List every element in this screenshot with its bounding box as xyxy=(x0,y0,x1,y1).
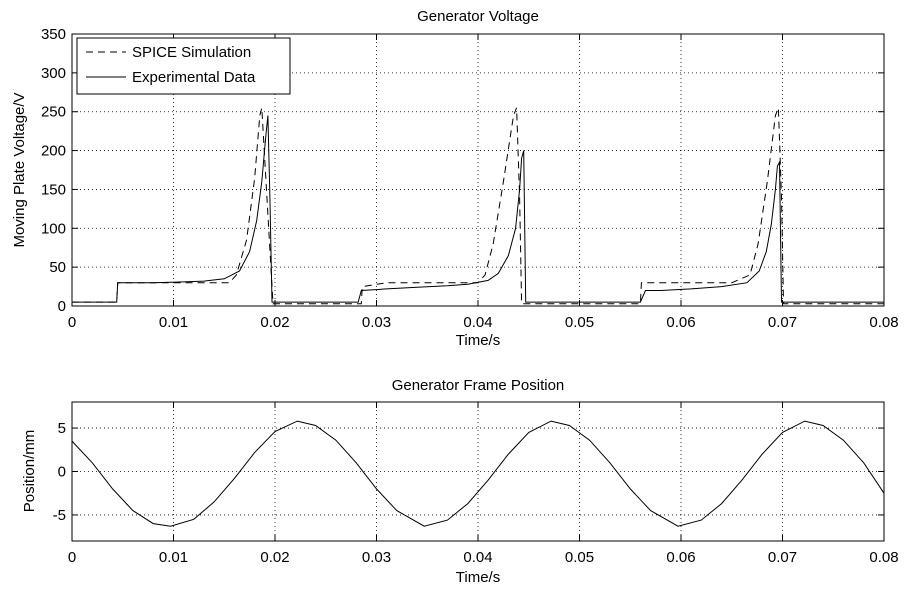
y-tick-label: 5 xyxy=(58,420,66,437)
x-tick-label: 0.04 xyxy=(463,549,492,566)
position-chart: Generator Frame Position 0 0.01 0.02 0.03 0.… xyxy=(21,377,899,586)
y-tick-label: -5 xyxy=(53,507,66,524)
position-chart-series xyxy=(71,420,885,527)
x-tick-label: 0.02 xyxy=(260,549,289,566)
y-tick-label: 200 xyxy=(41,143,66,160)
x-tick-label: 0.03 xyxy=(362,314,391,331)
x-tick-label: 0 xyxy=(68,549,76,566)
y-tick-label: 250 xyxy=(41,104,66,121)
x-tick-label: 0.07 xyxy=(768,549,797,566)
voltage-chart-title: Generator Voltage xyxy=(417,8,539,25)
position-chart-frame xyxy=(71,401,885,542)
x-tick-label: 0.04 xyxy=(463,314,492,331)
x-tick-label: 0.06 xyxy=(666,314,695,331)
x-tick-label: 0.08 xyxy=(869,549,898,566)
x-tick-label: 0.01 xyxy=(159,549,188,566)
x-tick-label: 0.01 xyxy=(159,314,188,331)
position-chart-ticks: 0 0.01 0.02 0.03 0.04 0.05 0.06 0.07 0.08 -5 0 5 xyxy=(53,402,899,566)
x-tick-label: 0.07 xyxy=(768,314,797,331)
position-chart-title: Generator Frame Position xyxy=(392,377,565,394)
y-tick-label: 150 xyxy=(41,181,66,198)
position-chart-xlabel: Time/s xyxy=(456,569,500,586)
voltage-chart-frame xyxy=(71,33,885,307)
x-tick-label: 0.05 xyxy=(565,314,594,331)
spice-simulation-line xyxy=(72,107,884,305)
voltage-chart-ylabel: Moving Plate Voltage/V xyxy=(11,92,28,247)
legend-sim-label: SPICE Simulation xyxy=(132,44,251,61)
y-tick-label: 0 xyxy=(58,464,66,481)
x-tick-label: 0.05 xyxy=(565,549,594,566)
x-tick-label: 0.08 xyxy=(869,314,898,331)
position-chart-grid xyxy=(72,402,884,541)
y-tick-label: 300 xyxy=(41,65,66,82)
y-tick-label: 0 xyxy=(58,298,66,315)
position-chart-ylabel: Position/mm xyxy=(21,430,38,513)
x-tick-label: 0.02 xyxy=(260,314,289,331)
voltage-chart-series xyxy=(72,107,884,305)
x-tick-label: 0 xyxy=(68,314,76,331)
legend-exp-label: Experimental Data xyxy=(132,69,256,86)
y-tick-label: 100 xyxy=(41,220,66,237)
voltage-chart-ticks: 0 0.01 0.02 0.03 0.04 0.05 0.06 0.07 0.08 0 50 100 1… xyxy=(41,26,899,331)
y-tick-label: 50 xyxy=(49,259,66,276)
experimental-data-line xyxy=(72,115,884,303)
voltage-chart-grid xyxy=(72,34,884,306)
x-tick-label: 0.06 xyxy=(666,549,695,566)
y-tick-label: 350 xyxy=(41,26,66,43)
voltage-chart: Generator Voltage 0 0.01 0.02 0.03 0.04 0.05 0… xyxy=(11,8,899,349)
position-line xyxy=(71,420,885,527)
voltage-chart-xlabel: Time/s xyxy=(456,332,500,349)
x-tick-label: 0.03 xyxy=(362,549,391,566)
voltage-chart-legend: SPICE Simulation Experimental Data xyxy=(76,37,291,95)
legend-box xyxy=(76,37,291,95)
